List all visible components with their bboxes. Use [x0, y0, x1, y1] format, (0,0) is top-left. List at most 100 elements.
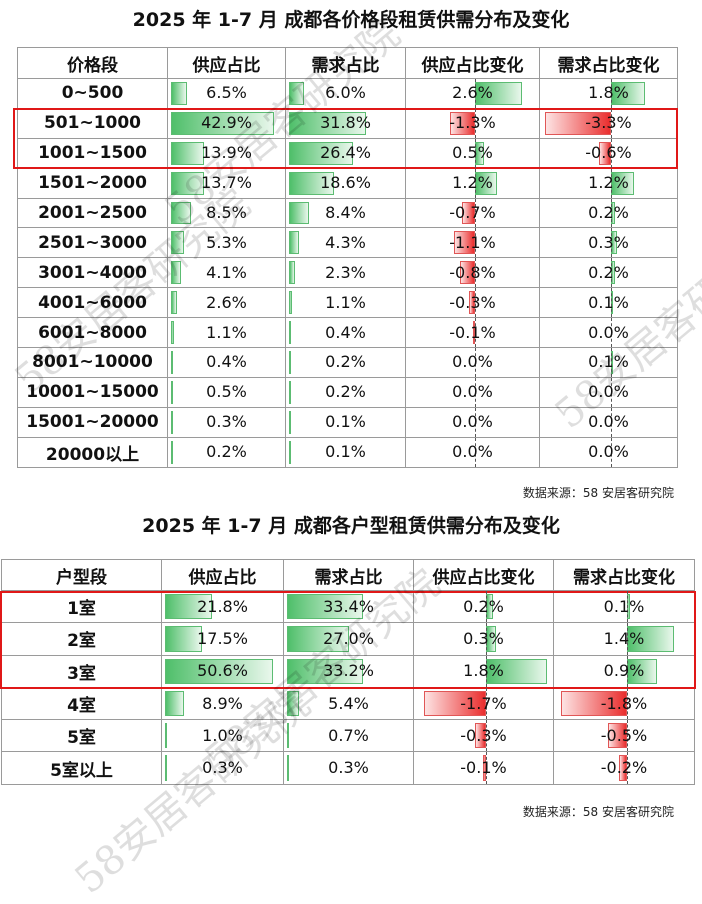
data-bar	[453, 231, 476, 255]
data-bar	[171, 171, 204, 195]
header-demand-change: 需求占比变化	[553, 559, 695, 591]
supply-cell: 42.9%	[167, 107, 286, 139]
value-text: 0.0%	[452, 412, 493, 432]
value-text: 50.6%	[197, 661, 248, 681]
data-bar	[171, 261, 181, 285]
zero-axis	[475, 438, 477, 467]
price-range-table: 价格段 供应占比 需求占比 供应占比变化 需求占比变化 0~500 6.5% 6.0…	[17, 47, 678, 468]
zero-axis	[611, 348, 613, 377]
demand-change-cell: -3.3%	[539, 107, 678, 139]
data-bar	[289, 440, 291, 464]
data-bar	[165, 690, 185, 717]
table-row: 3001~4000 4.1% 2.3% -0.8% 0.2%	[17, 257, 678, 289]
data-bar	[608, 723, 627, 749]
supply-change-cell: -0.8%	[405, 257, 540, 289]
value-text: 2.3%	[325, 262, 366, 282]
zero-axis	[486, 688, 488, 719]
value-text: 0.1%	[588, 352, 629, 372]
zero-axis	[626, 752, 628, 784]
supply-cell: 1.0%	[161, 719, 284, 753]
supply-change-cell: 0.5%	[405, 137, 540, 169]
row-label: 15001~20000	[17, 406, 168, 438]
demand-change-cell: 0.0%	[539, 406, 678, 438]
demand-change-cell: 0.0%	[539, 317, 678, 349]
zero-axis	[475, 258, 477, 287]
zero-axis	[611, 199, 613, 227]
header-demand-share: 需求占比	[283, 559, 414, 591]
demand-change-cell: 0.1%	[553, 589, 695, 624]
header-supply-share: 供应占比	[161, 559, 284, 591]
supply-cell: 8.9%	[161, 686, 284, 721]
data-bar	[171, 82, 187, 105]
zero-axis	[486, 720, 488, 751]
zero-axis	[611, 438, 613, 467]
data-bar	[289, 141, 354, 165]
demand-cell: 4.3%	[285, 227, 406, 259]
data-bar	[287, 755, 289, 781]
demand-cell: 8.4%	[285, 197, 406, 229]
data-bar	[626, 658, 658, 684]
supply-change-cell: -0.1%	[413, 751, 554, 785]
value-text: 0.1%	[325, 442, 366, 462]
zero-axis	[611, 378, 613, 407]
value-text: 0.2%	[588, 203, 629, 222]
value-text: -0.5%	[600, 725, 648, 745]
table-row: 3室 50.6% 33.2% 1.8% 0.9%	[1, 654, 695, 688]
table-header-row: 户型段 供应占比 需求占比 供应占比变化 需求占比变化	[1, 559, 695, 591]
value-text: 0.2%	[325, 382, 366, 402]
zero-axis	[475, 288, 477, 317]
demand-cell: 33.4%	[283, 589, 414, 624]
supply-change-cell: 0.0%	[405, 406, 540, 438]
supply-cell: 0.5%	[167, 376, 286, 408]
data-bar	[289, 410, 291, 434]
table1-source: 数据来源：58 安居客研究院	[522, 486, 674, 500]
value-text: 1.8%	[588, 83, 629, 103]
supply-cell: 21.8%	[161, 589, 284, 624]
table2-title: 2025 年 1-7 月 成都各户型租赁供需分布及变化	[142, 515, 560, 537]
value-text: 27.0%	[323, 628, 374, 648]
data-bar	[289, 261, 295, 285]
data-bar	[171, 351, 173, 374]
value-text: 5.3%	[206, 232, 247, 252]
table-row: 10001~15000 0.5% 0.2% 0.0% 0.0%	[17, 376, 678, 408]
demand-cell: 5.4%	[283, 686, 414, 721]
demand-cell: 2.3%	[285, 257, 406, 289]
demand-change-cell: 0.1%	[539, 347, 678, 378]
data-bar	[486, 658, 547, 684]
row-label: 4001~6000	[17, 287, 168, 319]
value-text: 1.2%	[588, 173, 629, 193]
supply-change-cell: -0.3%	[405, 287, 540, 319]
demand-change-cell: 0.2%	[539, 197, 678, 229]
demand-cell: 0.2%	[285, 347, 406, 378]
table-row: 1501~2000 13.7% 18.6% 1.2% 1.2%	[17, 167, 678, 199]
value-text: 8.9%	[202, 693, 243, 713]
data-bar	[165, 723, 168, 749]
data-bar	[171, 410, 173, 434]
zero-axis	[611, 318, 613, 347]
row-label: 2001~2500	[17, 197, 168, 229]
row-label: 5室	[1, 719, 162, 753]
zero-axis	[611, 109, 613, 138]
value-text: 0.3%	[328, 758, 369, 778]
supply-change-cell: 0.2%	[413, 589, 554, 624]
table-row: 4室 8.9% 5.4% -1.7% -1.8%	[1, 686, 695, 721]
row-label: 10001~15000	[17, 376, 168, 408]
value-text: 1.2%	[452, 173, 493, 193]
data-bar	[165, 626, 203, 652]
supply-change-cell: -0.1%	[405, 317, 540, 349]
value-text: 33.4%	[323, 596, 374, 616]
value-text: 13.7%	[201, 173, 252, 193]
value-text: 4.3%	[325, 232, 366, 252]
zero-axis	[486, 752, 488, 784]
demand-cell: 0.4%	[285, 317, 406, 349]
demand-cell: 6.0%	[285, 78, 406, 109]
value-text: 6.5%	[206, 83, 247, 103]
demand-cell: 18.6%	[285, 167, 406, 199]
table-row: 1室 21.8% 33.4% 0.2% 0.1%	[1, 589, 695, 624]
value-text: 18.6%	[320, 173, 371, 193]
value-text: 26.4%	[320, 143, 371, 163]
value-text: 0.1%	[603, 596, 645, 616]
zero-axis	[626, 656, 628, 687]
value-text: 8.4%	[325, 203, 366, 222]
table-row: 6001~8000 1.1% 0.4% -0.1% 0.0%	[17, 317, 678, 349]
